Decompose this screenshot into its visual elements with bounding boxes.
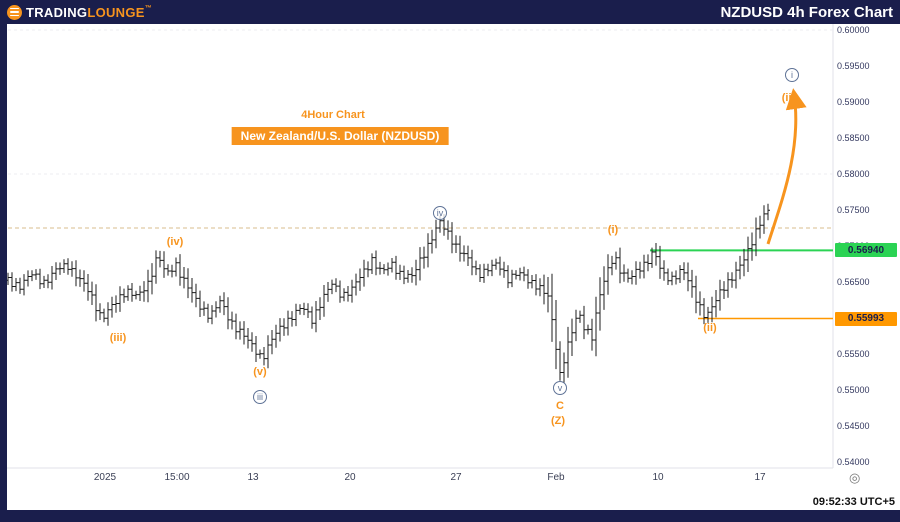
x-axis-tick: 13 xyxy=(247,472,259,483)
y-axis-tick: 0.57500 xyxy=(837,205,870,215)
wave-label-C: C xyxy=(556,400,564,412)
brand-name: TRADINGLOUNGE™ xyxy=(26,4,153,20)
page-title: NZDUSD 4h Forex Chart xyxy=(720,3,893,21)
bottom-border-bar xyxy=(0,510,900,522)
wave-label-Z: (Z) xyxy=(550,415,566,427)
left-border-strip xyxy=(0,24,7,510)
trademark-symbol: ™ xyxy=(144,4,153,12)
wave-label-iii: iii xyxy=(253,390,267,404)
y-axis-tick: 0.59000 xyxy=(837,97,870,107)
y-axis-tick: 0.55000 xyxy=(837,385,870,395)
wave-label-i: i xyxy=(785,68,799,82)
wave-label-ii: (ii) xyxy=(703,322,717,334)
y-axis-tick: 0.55500 xyxy=(837,349,870,359)
y-axis-tick: 0.54000 xyxy=(837,457,870,467)
price-level-badge: 0.55993 xyxy=(835,311,897,326)
clock-utc-label: 09:52:33 UTC+5 xyxy=(812,496,895,508)
instrument-badge: New Zealand/U.S. Dollar (NZDUSD) xyxy=(231,127,449,145)
y-axis-tick: 0.58000 xyxy=(837,169,870,179)
wave-label-i: (i) xyxy=(607,224,619,236)
y-axis-tick: 0.54500 xyxy=(837,421,870,431)
x-axis-tick: 17 xyxy=(754,472,766,483)
y-axis-tick: 0.59500 xyxy=(837,61,870,71)
brand-hamburger-icon xyxy=(7,4,22,20)
app-header: TRADINGLOUNGE™ NZDUSD 4h Forex Chart xyxy=(0,0,900,24)
x-axis-tick: 27 xyxy=(450,472,462,483)
tradinglounge-logo[interactable]: TRADINGLOUNGE™ xyxy=(7,4,153,20)
wave-label-v: (v) xyxy=(253,366,267,378)
axis-settings-icon[interactable]: ◎ xyxy=(849,470,861,485)
x-axis-tick: 15:00 xyxy=(164,472,190,483)
wave-label-iii: (iii) xyxy=(109,332,127,344)
x-axis-tick: 20 xyxy=(344,472,356,483)
wave-label-v: v xyxy=(553,381,567,395)
timeframe-label: 4Hour Chart xyxy=(301,109,365,121)
price-level-badge: 0.56940 xyxy=(835,243,897,258)
wave-label-iv: (iv) xyxy=(166,236,184,248)
wave-label-iv: iv xyxy=(433,206,447,220)
x-axis-tick: 2025 xyxy=(93,472,117,483)
projection-arrow xyxy=(766,88,807,245)
y-axis-tick: 0.56500 xyxy=(837,277,870,287)
wave-label-iii: (iii) xyxy=(781,92,799,104)
price-bars xyxy=(6,203,770,383)
y-axis-tick: 0.58500 xyxy=(837,133,870,143)
x-axis-tick: Feb xyxy=(547,472,565,483)
x-axis-tick: 10 xyxy=(652,472,664,483)
y-axis-tick: 0.60000 xyxy=(837,25,870,35)
